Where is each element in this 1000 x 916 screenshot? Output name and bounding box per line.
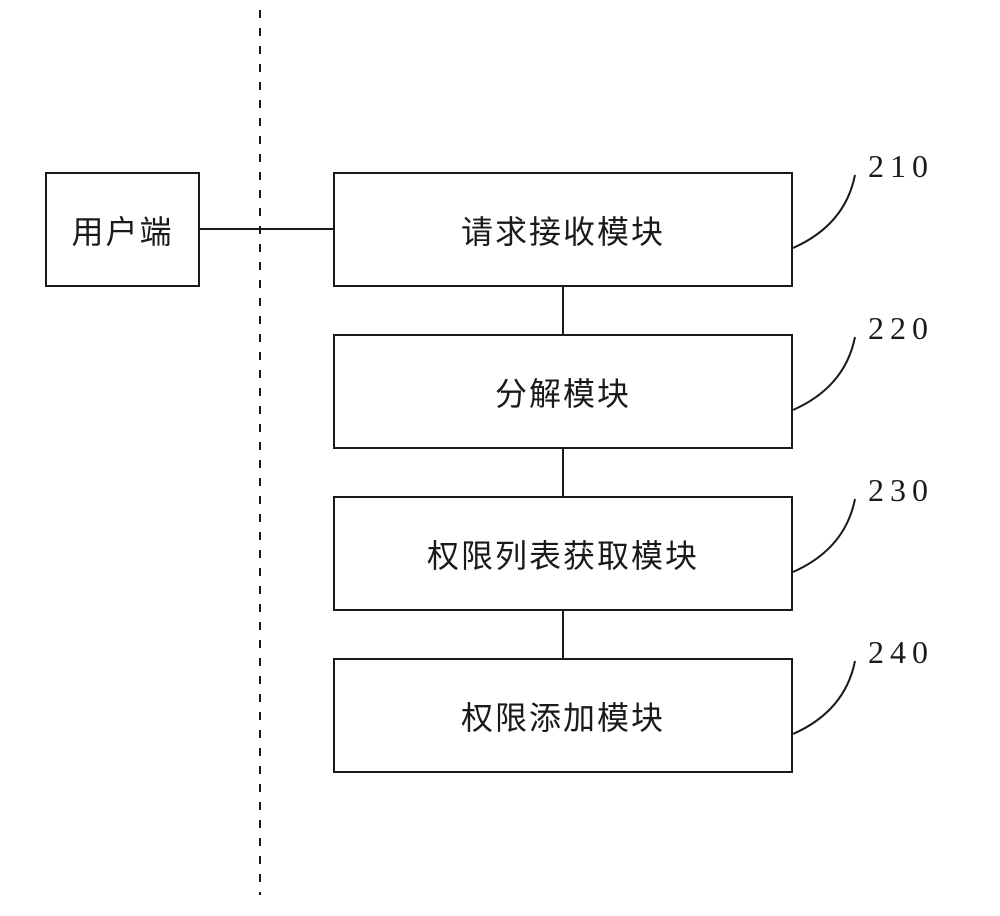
ref-label-220: 220: [868, 310, 934, 347]
ref-connector-220: [793, 337, 855, 410]
node-n240: 权限添加模块: [333, 658, 793, 773]
node-client: 用户端: [45, 172, 200, 287]
diagram-canvas: 用户端 请求接收模块 210 分解模块 220 权限列表获取模块 230 权限添加模块 240: [0, 0, 1000, 916]
node-n220: 分解模块: [333, 334, 793, 449]
ref-label-210: 210: [868, 148, 934, 185]
ref-label-240: 240: [868, 634, 934, 671]
ref-connector-230: [793, 499, 855, 572]
ref-connector-240: [793, 661, 855, 734]
node-n230: 权限列表获取模块: [333, 496, 793, 611]
ref-connector-210: [793, 175, 855, 248]
node-n210: 请求接收模块: [333, 172, 793, 287]
ref-label-230: 230: [868, 472, 934, 509]
